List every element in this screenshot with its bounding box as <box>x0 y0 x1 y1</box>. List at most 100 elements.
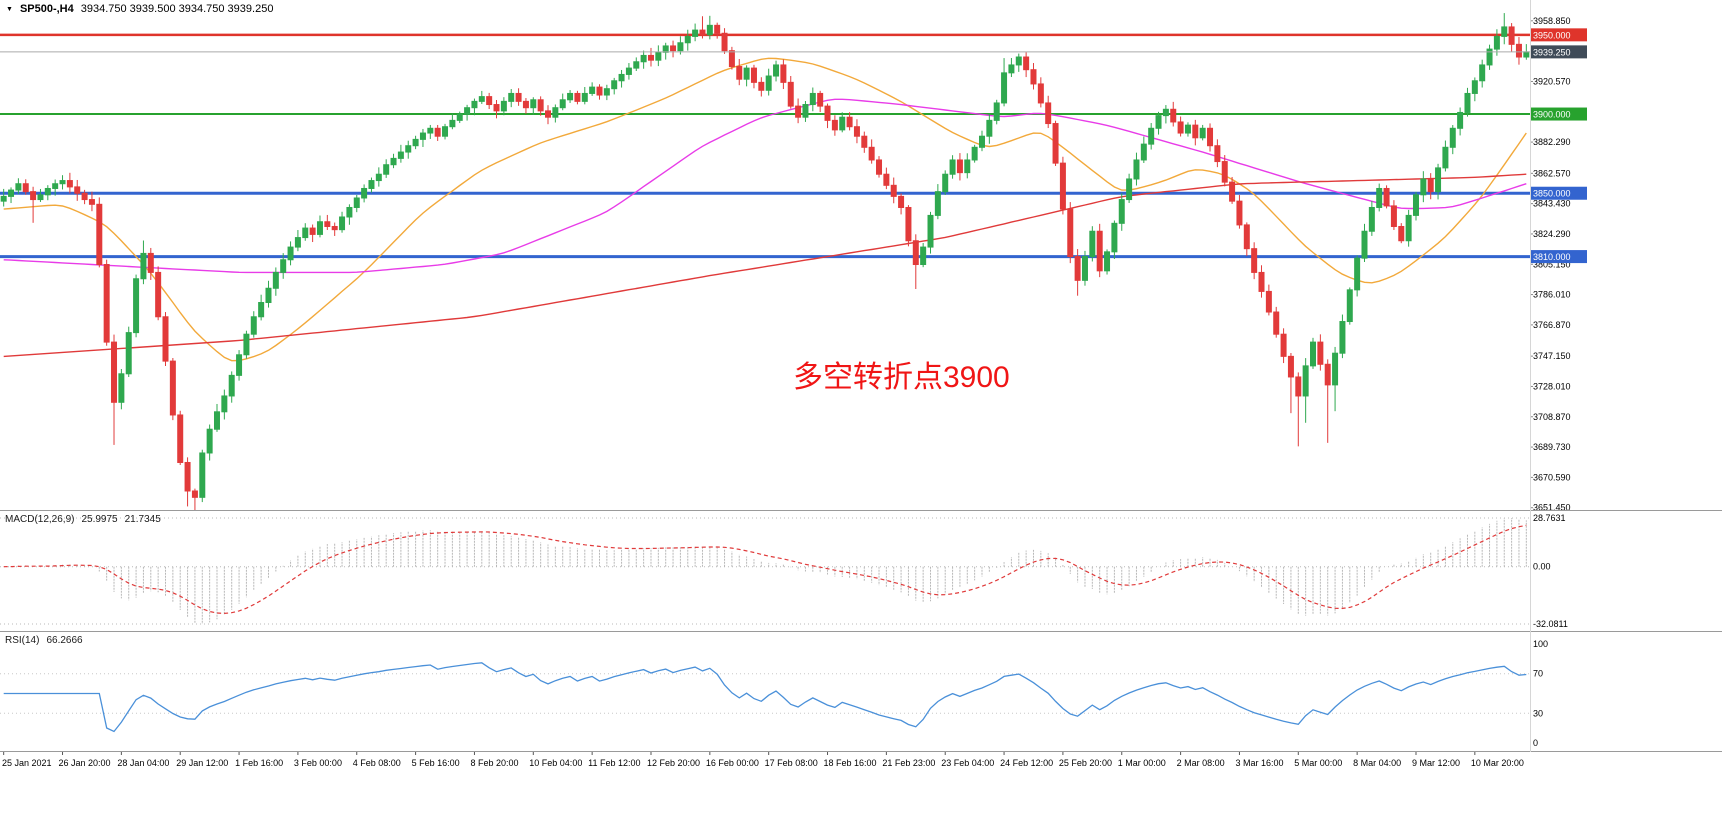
candle[interactable] <box>721 28 728 54</box>
candle[interactable] <box>1148 123 1155 150</box>
candle[interactable] <box>191 488 198 510</box>
candle[interactable] <box>1339 314 1346 359</box>
candle[interactable] <box>1457 107 1464 136</box>
candle[interactable] <box>37 188 44 202</box>
candle[interactable] <box>1096 223 1103 278</box>
candle[interactable] <box>1280 328 1287 364</box>
candle[interactable] <box>1251 242 1258 280</box>
candle[interactable] <box>1346 287 1353 325</box>
candle[interactable] <box>272 267 279 296</box>
rsi-panel-canvas[interactable]: 100 70 30 0 <box>0 632 1722 751</box>
candle[interactable] <box>1427 173 1434 200</box>
candle[interactable] <box>530 97 537 115</box>
macd-panel-canvas[interactable]: 28.7631 0.00 -32.0811 <box>0 511 1722 631</box>
candle[interactable] <box>1126 173 1133 203</box>
candle[interactable] <box>603 84 610 101</box>
price-badge-3939.250[interactable]: 3939.250 <box>1530 45 1587 59</box>
candle[interactable] <box>15 178 22 194</box>
candle[interactable] <box>1045 95 1052 129</box>
candle[interactable] <box>427 124 434 139</box>
candle[interactable] <box>265 280 272 308</box>
candle[interactable] <box>581 87 588 105</box>
candle[interactable] <box>692 23 699 42</box>
candle[interactable] <box>44 185 51 201</box>
candle[interactable] <box>449 113 456 130</box>
candle[interactable] <box>1310 337 1317 369</box>
candle[interactable] <box>883 167 890 190</box>
candle[interactable] <box>964 153 971 179</box>
candle[interactable] <box>1229 176 1236 204</box>
candle[interactable] <box>434 124 441 141</box>
candle[interactable] <box>302 223 309 241</box>
candle[interactable] <box>346 204 353 225</box>
candle[interactable] <box>419 128 426 147</box>
price-badge-3850.000[interactable]: 3850.000 <box>1530 186 1587 200</box>
candle[interactable] <box>1184 122 1191 137</box>
candle[interactable] <box>699 16 706 39</box>
panel-separator[interactable] <box>0 510 1722 511</box>
candle[interactable] <box>1273 306 1280 338</box>
candle[interactable] <box>736 58 743 86</box>
candle[interactable] <box>81 189 88 205</box>
candle[interactable] <box>1332 346 1339 412</box>
candle[interactable] <box>949 155 956 179</box>
candle[interactable] <box>493 100 500 119</box>
candle[interactable] <box>684 29 691 51</box>
candle[interactable] <box>1162 105 1169 124</box>
candle[interactable] <box>1361 223 1368 262</box>
candle[interactable] <box>412 135 419 150</box>
candle[interactable] <box>133 274 140 338</box>
candle[interactable] <box>103 259 110 346</box>
candle[interactable] <box>59 175 66 190</box>
candle[interactable] <box>339 211 346 233</box>
candle[interactable] <box>111 334 118 445</box>
candle[interactable] <box>831 115 838 136</box>
candle[interactable] <box>0 188 7 207</box>
candle[interactable] <box>846 112 853 131</box>
candle[interactable] <box>1376 183 1383 212</box>
candle[interactable] <box>118 369 125 410</box>
candle[interactable] <box>522 98 529 114</box>
candle[interactable] <box>258 294 265 321</box>
candle[interactable] <box>633 57 640 72</box>
panel-separator[interactable] <box>0 751 1722 752</box>
candle[interactable] <box>500 97 507 116</box>
candle[interactable] <box>1192 119 1199 146</box>
candle[interactable] <box>125 326 132 377</box>
candle[interactable] <box>817 90 824 113</box>
candle[interactable] <box>647 47 654 67</box>
candle[interactable] <box>1155 111 1162 135</box>
candle[interactable] <box>1258 265 1265 298</box>
candle[interactable] <box>589 82 596 96</box>
candle[interactable] <box>140 240 147 285</box>
candle[interactable] <box>890 177 897 204</box>
candle[interactable] <box>169 357 176 421</box>
candle[interactable] <box>1295 372 1302 447</box>
candle[interactable] <box>221 389 228 420</box>
candle[interactable] <box>294 230 301 252</box>
candle[interactable] <box>1471 77 1478 102</box>
candle[interactable] <box>1390 200 1397 230</box>
candle[interactable] <box>1052 120 1059 166</box>
candle[interactable] <box>802 101 809 122</box>
candle[interactable] <box>88 191 95 212</box>
candle[interactable] <box>324 214 331 230</box>
candle[interactable] <box>1008 57 1015 78</box>
candle[interactable] <box>971 144 978 163</box>
candle[interactable] <box>1023 52 1030 78</box>
candle[interactable] <box>213 403 220 432</box>
candle[interactable] <box>228 371 235 403</box>
candle[interactable] <box>206 424 213 461</box>
candle[interactable] <box>773 60 780 82</box>
candle[interactable] <box>184 457 191 507</box>
candle[interactable] <box>1464 87 1471 117</box>
candle[interactable] <box>22 179 29 195</box>
candle[interactable] <box>750 64 757 89</box>
candle[interactable] <box>1074 249 1081 296</box>
price-axis[interactable]: 3958.850 3920.570 3882.290 3862.570 3843.430… <box>1530 16 1587 510</box>
candle[interactable] <box>1324 359 1331 443</box>
candle[interactable] <box>177 410 184 465</box>
candle[interactable] <box>868 139 875 164</box>
candle[interactable] <box>243 330 250 359</box>
candle[interactable] <box>545 105 552 125</box>
